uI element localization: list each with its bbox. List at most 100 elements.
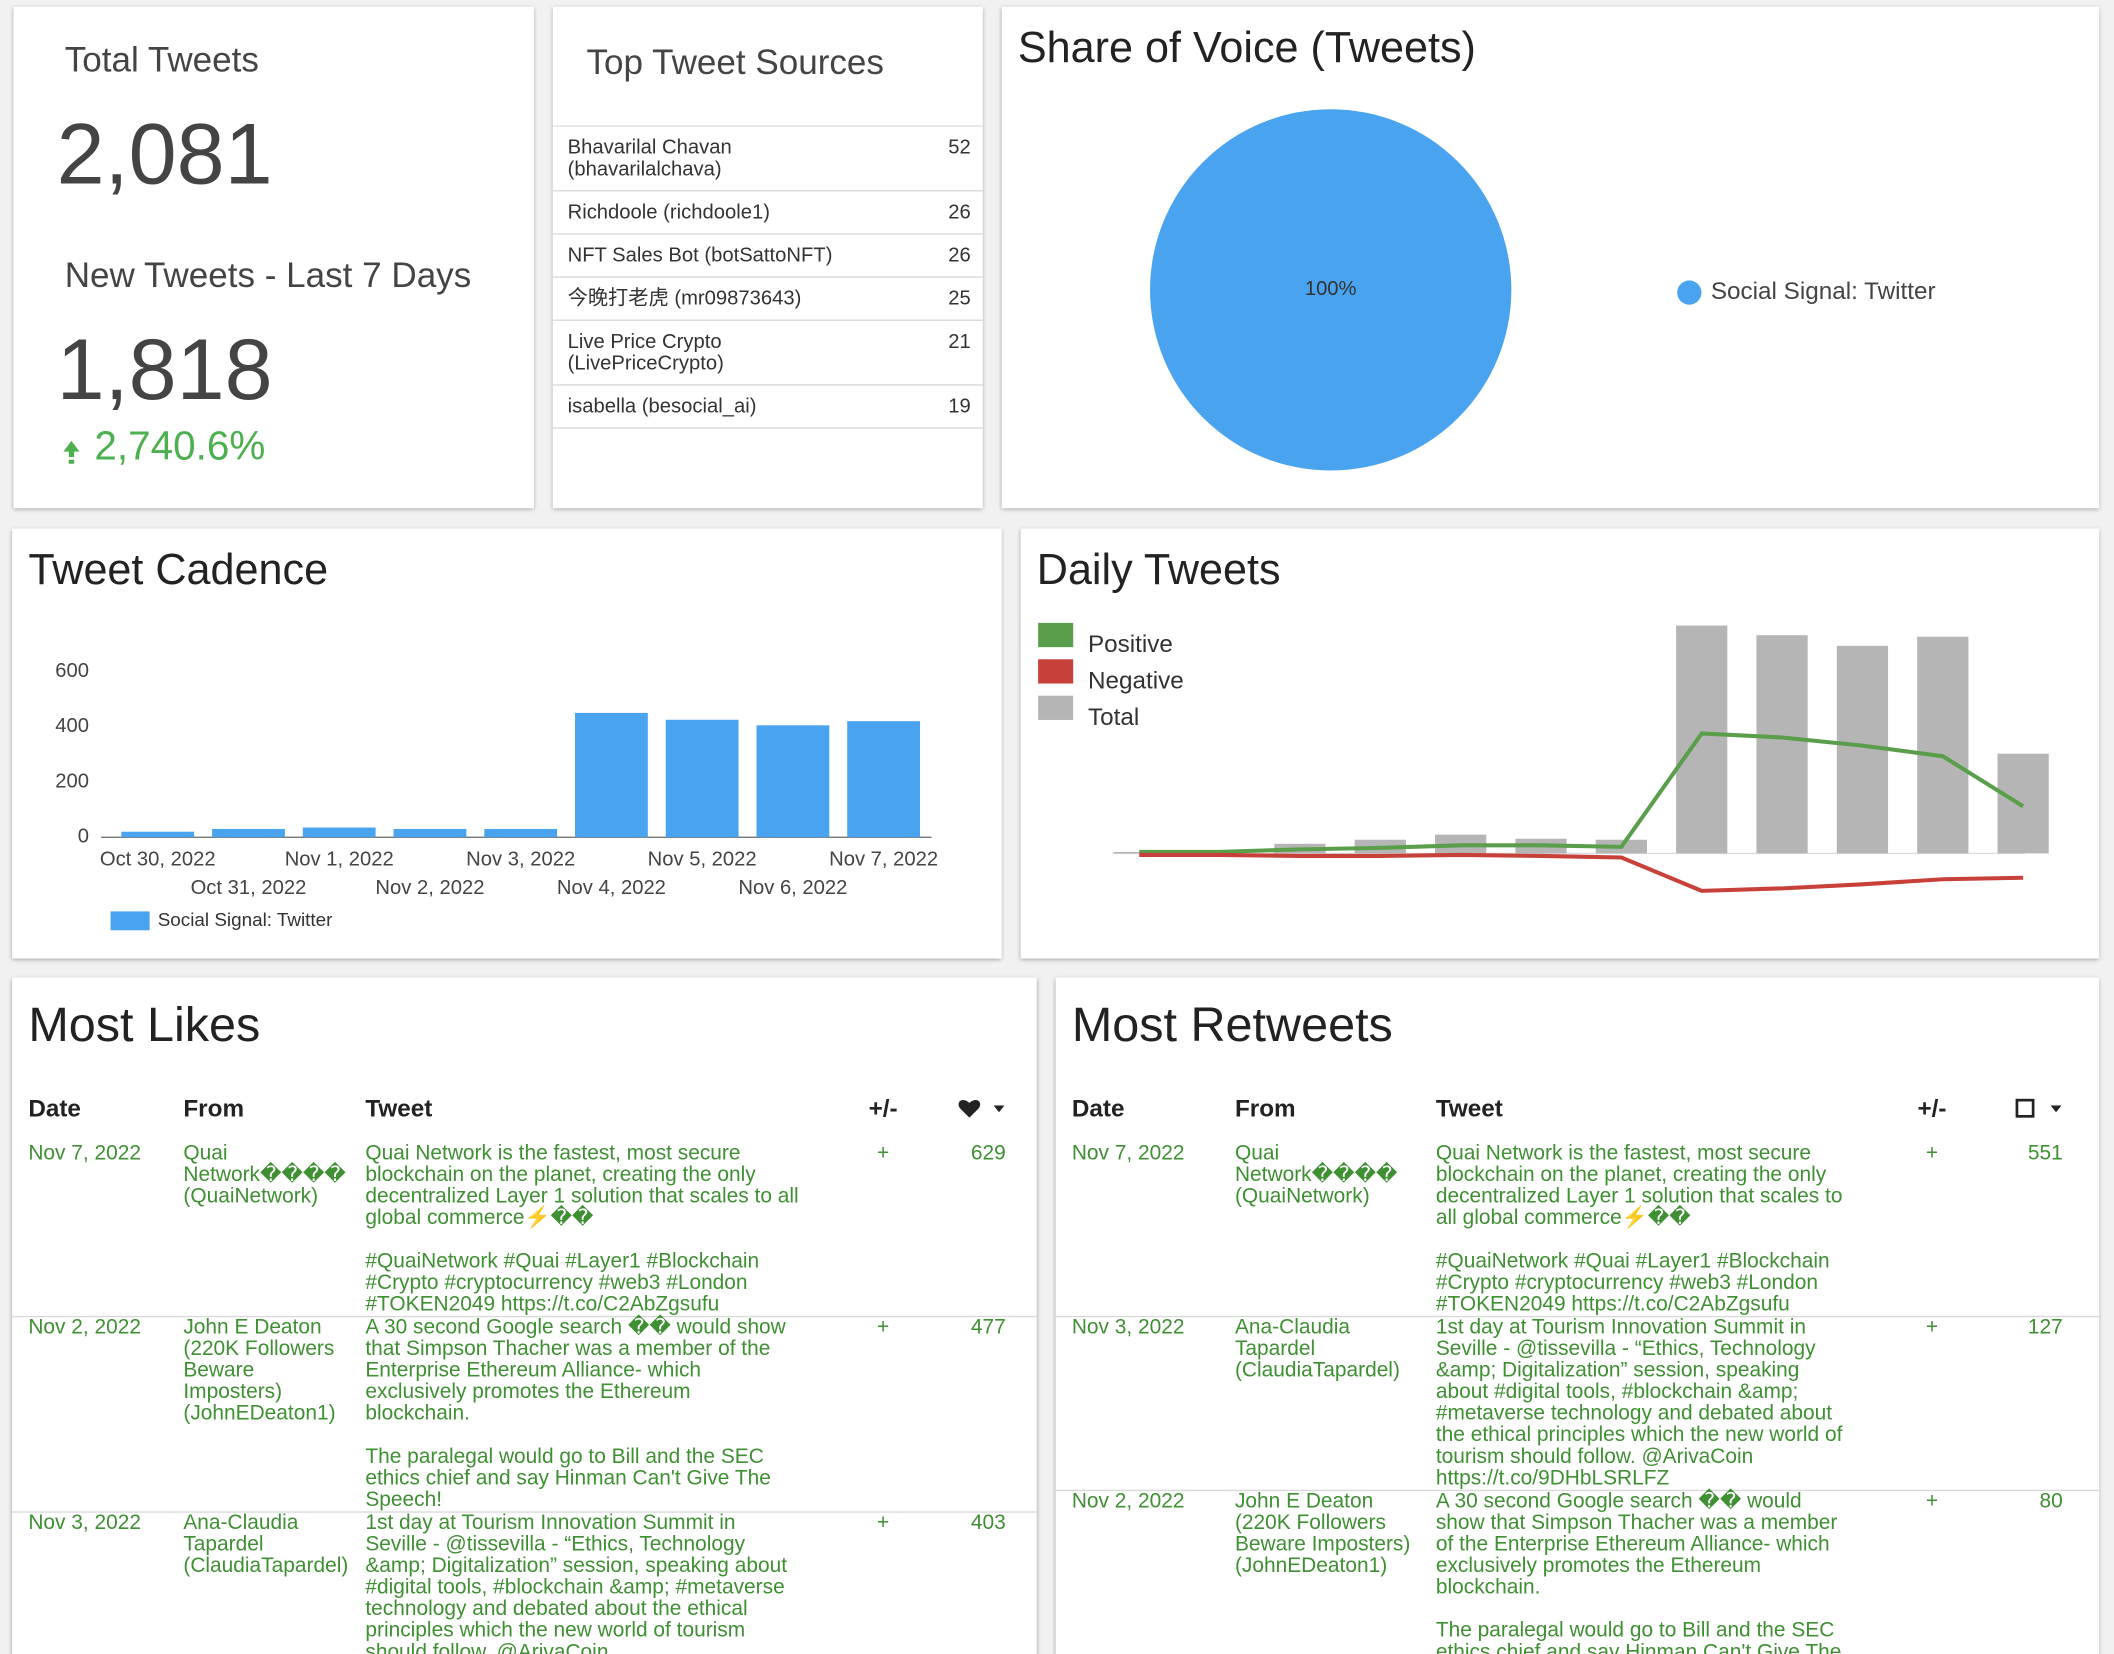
table-header: Date From Tweet +/-: [1056, 1091, 2100, 1144]
table-cell: Ana-Claudia Tapardel (ClaudiaTapardel): [183, 1511, 349, 1578]
source-name: Live Price Crypto (LivePriceCrypto): [567, 330, 724, 375]
bar-chart: 0 200 400 600 Oct 30, 2022 Oct 31, 2022 Nov 1,…: [55, 660, 938, 931]
source-row: Richdoole (richdoole1) 26: [552, 191, 983, 235]
table-cell: 127: [2027, 1315, 2063, 1339]
table-cell: 1st day at Tourism Innovation Summit in …: [1435, 1315, 1849, 1490]
legend-swatch: [110, 911, 150, 931]
column-header: +/-: [1917, 1094, 1947, 1122]
source-name: isabella (besocial_ai): [567, 395, 757, 418]
source-row: Bhavarilal Chavan (bhavarilalchava) 52: [552, 127, 983, 192]
y-tick-label: 200: [55, 770, 89, 792]
most-retweets-card: Most Retweets Date From Tweet +/- Nov 7, 202…: [1055, 977, 2100, 1654]
up-arrow-icon: [63, 440, 80, 464]
table-cell: A 30 second Google search �� would show …: [1435, 1489, 1842, 1654]
column-header: From: [1234, 1094, 1296, 1122]
bar: [665, 719, 739, 838]
table-row: Nov 2, 2022 John E Deaton (220K Followers…: [1056, 1489, 2100, 1654]
column-header: Date: [1071, 1094, 1125, 1122]
tweet-cadence-card: Tweet Cadence 0 200 400 600 Oct 30, 2022 Oct …: [12, 528, 1002, 959]
bar: [484, 828, 558, 838]
table-cell: 477: [970, 1315, 1006, 1339]
column-header: Tweet: [365, 1094, 433, 1122]
card-title: Share of Voice (Tweets): [1017, 22, 1476, 72]
top-sources-card: Top Tweet Sources Bhavarilal Chavan (bha…: [552, 6, 983, 509]
table-cell: +: [1925, 1315, 1939, 1339]
table-cell: Nov 7, 2022: [28, 1141, 142, 1165]
likes-sort-icon[interactable]: [957, 1097, 1006, 1119]
source-name: Richdoole (richdoole1): [567, 200, 770, 224]
x-tick-label: Nov 6, 2022: [738, 877, 847, 899]
sort-header: [2002, 1097, 2063, 1121]
x-tick-label: Oct 31, 2022: [191, 877, 307, 899]
bar: [393, 828, 467, 838]
bar: [1113, 851, 1165, 854]
bar: [121, 831, 195, 838]
table-cell: Nov 3, 2022: [1071, 1315, 1185, 1339]
retweets-table: Date From Tweet +/- Nov 7, 2022 Quai Network�…: [1055, 1091, 2100, 1654]
source-name: 今晚打老虎 (mr09873643): [567, 287, 802, 311]
legend-swatch: [1038, 622, 1074, 648]
bar: [756, 725, 830, 838]
x-tick-label: Nov 5, 2022: [648, 849, 757, 871]
table-cell: 1st day at Tourism Innovation Summit in …: [365, 1511, 788, 1654]
source-list: Bhavarilal Chavan (bhavarilalchava) 52 Ric…: [552, 125, 983, 508]
legend-label: Social Signal: Twitter: [1711, 278, 1936, 305]
share-of-voice-card: Share of Voice (Tweets) 100% Social Signa…: [1001, 6, 2100, 509]
source-name: Bhavarilal Chavan (bhavarilalchava): [567, 136, 732, 181]
most-likes-card: Most Likes Date From Tweet +/- Nov 7, 2022 Qu…: [12, 977, 1037, 1654]
change-value: 2,740.6%: [94, 424, 266, 470]
table-cell: 80: [2039, 1489, 2063, 1513]
table-header: Date From Tweet +/-: [12, 1091, 1037, 1144]
card-title: Tweet Cadence: [28, 544, 329, 594]
source-count: 21: [948, 330, 971, 354]
legend-label: Social Signal: Twitter: [158, 909, 333, 930]
column-header: +/-: [868, 1094, 898, 1122]
legend-swatch: [1677, 280, 1702, 305]
table-row: Nov 2, 2022 John E Deaton (220K Followers…: [12, 1315, 1037, 1513]
card-title: Top Tweet Sources: [586, 41, 884, 83]
table-cell: John E Deaton (220K Followers Beware Imp…: [1234, 1489, 1417, 1578]
table-cell: Ana-Claudia Tapardel (ClaudiaTapardel): [1234, 1315, 1400, 1382]
bar: [302, 827, 376, 838]
card-title: Daily Tweets: [1036, 544, 1281, 594]
line-series: [1139, 852, 2024, 893]
x-tick-label: Nov 1, 2022: [285, 849, 394, 871]
bar: [1917, 636, 1969, 854]
x-tick-label: Nov 3, 2022: [466, 849, 575, 871]
likes-table: Date From Tweet +/- Nov 7, 2022 Quai Network�…: [12, 1091, 1037, 1654]
table-row: Nov 3, 2022 Ana-Claudia Tapardel (Claudia…: [12, 1511, 1037, 1654]
table-cell: Quai Network���� (QuaiNetwork): [183, 1141, 352, 1209]
table-row: Nov 3, 2022 Ana-Claudia Tapardel (Claudia…: [1055, 1315, 2100, 1492]
table-cell: +: [876, 1511, 890, 1535]
table-cell: 551: [2027, 1141, 2063, 1165]
legend-label: Positive: [1088, 631, 1173, 658]
source-row: NFT Sales Bot (botSattoNFT) 26: [552, 235, 983, 278]
source-row: 今晚打老虎 (mr09873643) 25: [552, 278, 983, 321]
source-row: isabella (besocial_ai) 19: [552, 386, 983, 429]
y-tick-label: 400: [55, 715, 89, 737]
retweets-sort-icon[interactable]: [2014, 1097, 2063, 1119]
pie-slice: [1150, 109, 1512, 471]
source-count: 19: [948, 395, 971, 418]
table-cell: Nov 2, 2022: [28, 1315, 142, 1339]
card-title: Total Tweets: [64, 39, 259, 80]
card-title: Most Retweets: [1071, 996, 1393, 1052]
table-cell: 403: [970, 1511, 1006, 1535]
source-count: 52: [948, 136, 971, 160]
slice-label: 100%: [1305, 278, 1357, 300]
metric-value: 2,081: [56, 105, 273, 203]
bar: [1756, 635, 1808, 854]
y-tick-label: 0: [78, 826, 89, 848]
bar: [1997, 753, 2049, 854]
table-cell: +: [1925, 1141, 1939, 1165]
column-header: Date: [28, 1094, 81, 1122]
total-tweets-card: Total Tweets 2,081 New Tweets - Last 7 D…: [13, 6, 534, 509]
table-cell: Quai Network is the fastest, most secure…: [365, 1141, 799, 1316]
source-row: Live Price Crypto (LivePriceCrypto) 21: [552, 321, 983, 386]
legend-swatch: [1038, 695, 1074, 720]
legend-label: Total: [1088, 704, 1139, 731]
table-cell: Nov 3, 2022: [28, 1511, 142, 1535]
table-cell: Nov 2, 2022: [1071, 1489, 1185, 1513]
column-header: Tweet: [1435, 1094, 1503, 1122]
